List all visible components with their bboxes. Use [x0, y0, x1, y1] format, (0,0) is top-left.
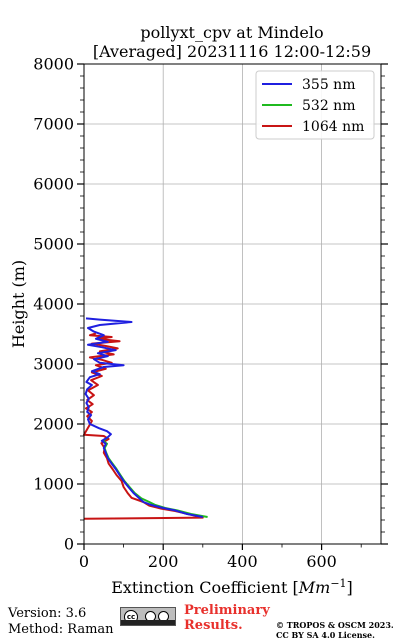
legend-label: 355 nm	[302, 77, 355, 93]
copyright-line-2: CC BY SA 4.0 License.	[276, 630, 375, 640]
x-tick-label: 600	[306, 552, 337, 571]
y-tick-label: 2000	[33, 415, 74, 434]
y-axis-label: Height (m)	[9, 260, 28, 348]
preliminary-notice: Preliminary Results.	[184, 603, 270, 633]
series-line	[83, 332, 204, 520]
chart-title: pollyxt_cpv at Mindelo	[140, 23, 323, 42]
y-tick-label: 7000	[33, 115, 74, 134]
legend-box	[255, 70, 375, 140]
y-tick-label: 8000	[33, 55, 74, 74]
x-axis-unit-exponent: −1	[330, 577, 346, 590]
version-text: Version: 3.6	[8, 606, 87, 621]
y-tick-label: 1000	[33, 475, 74, 494]
x-tick-label: 200	[148, 552, 179, 571]
y-tick-label: 4000	[33, 295, 74, 314]
axis-ticks: 0 200 400 600010002000300040005000600070008…	[33, 55, 388, 571]
y-tick-label: 5000	[33, 235, 74, 254]
footer-info: Version: 3.6 Method: Raman	[8, 606, 114, 638]
series-line	[84, 317, 203, 518]
x-tick-label: 0	[79, 552, 89, 571]
cc-badge-strip	[121, 620, 175, 625]
y-tick-label: 0	[64, 535, 74, 554]
legend: 355 nm 532 nm 1064 nm	[255, 70, 375, 140]
method-text: Method: Raman	[8, 622, 114, 637]
series-lines	[83, 317, 208, 520]
extinction-profile-chart: pollyxt_cpv at Mindelo [Averaged] 202311…	[9, 23, 388, 598]
copyright-notice: © TROPOS & OSCM 2023. CC BY SA 4.0 Licen…	[276, 620, 394, 640]
x-axis-label: Extinction Coefficient [Mm−1]	[111, 577, 353, 598]
cc-license-badge[interactable]: cc	[120, 607, 176, 626]
chart-subtitle: [Averaged] 20231116 12:00-12:59	[93, 42, 371, 61]
y-tick-label: 6000	[33, 175, 74, 194]
preliminary-line-1: Preliminary	[184, 603, 270, 618]
x-tick-label: 400	[227, 552, 258, 571]
legend-label: 532 nm	[302, 98, 355, 114]
copyright-line-1: © TROPOS & OSCM 2023.	[276, 620, 394, 630]
preliminary-line-2: Results.	[184, 618, 243, 633]
y-tick-label: 3000	[33, 355, 74, 374]
x-axis-unit: Mm	[298, 578, 331, 597]
legend-label: 1064 nm	[302, 119, 364, 135]
